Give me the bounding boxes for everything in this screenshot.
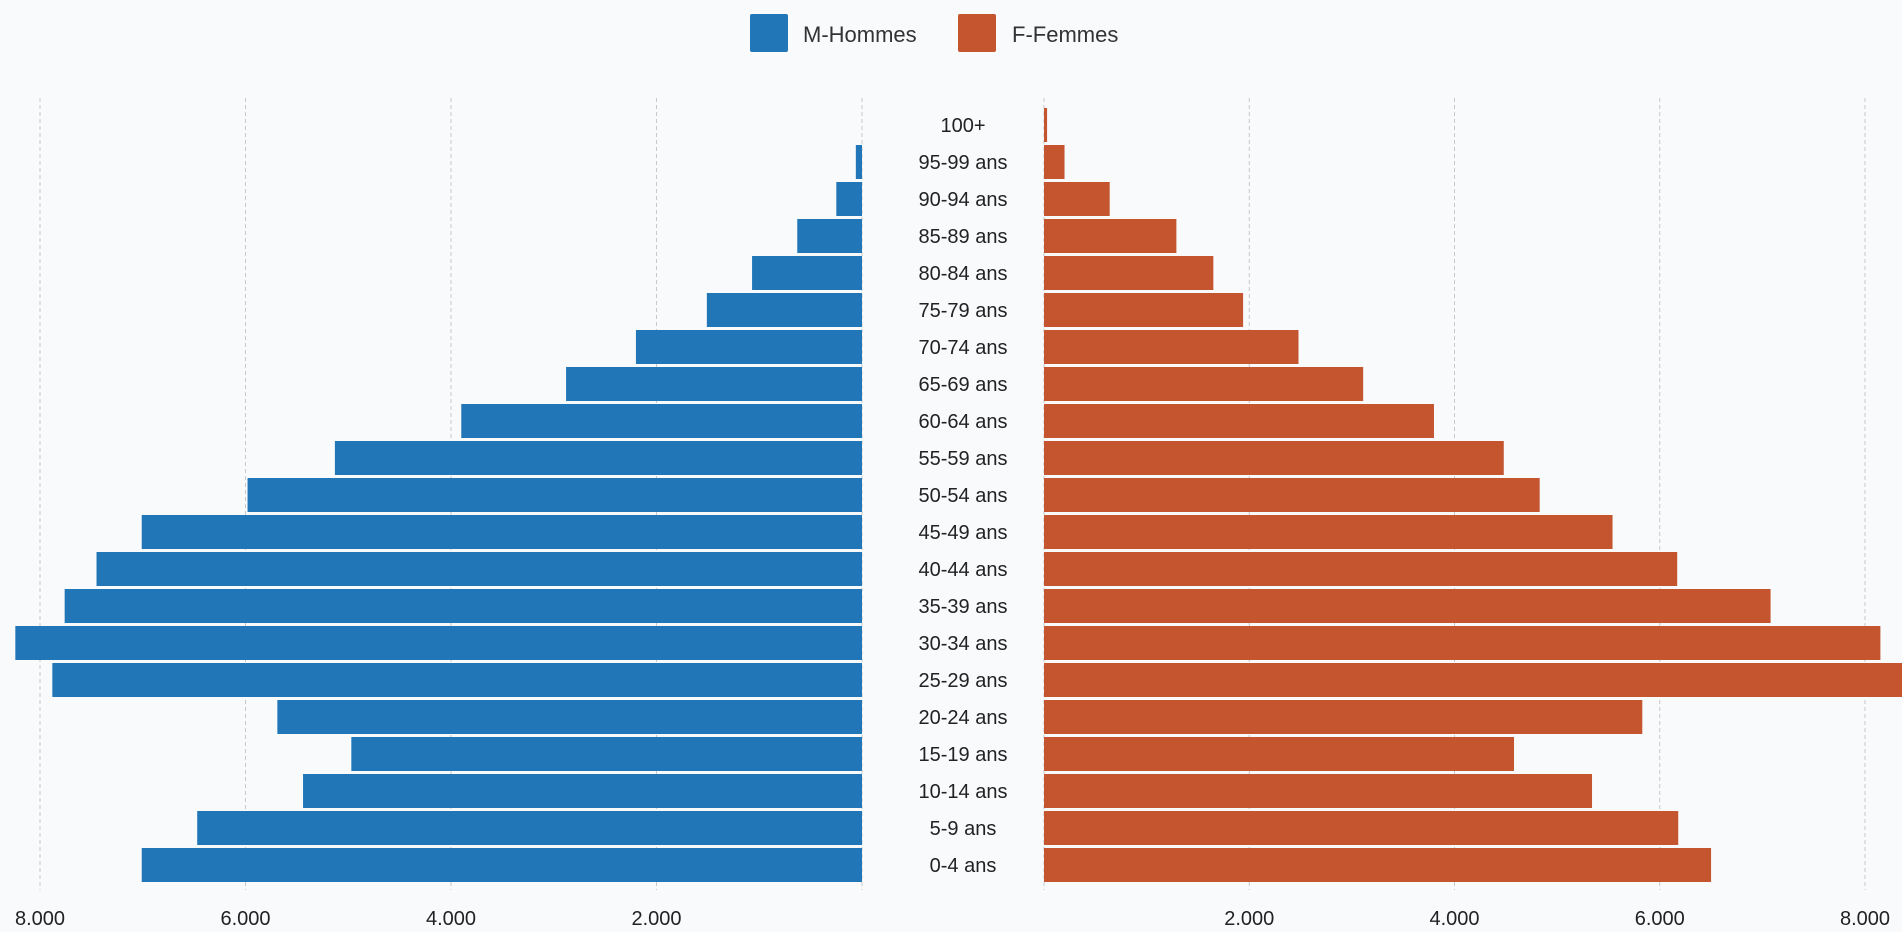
bar-men-5[interactable] xyxy=(706,293,862,327)
age-label-10: 50-54 ans xyxy=(919,485,1008,507)
bar-women-20[interactable] xyxy=(1044,848,1712,882)
bar-men-9[interactable] xyxy=(334,441,863,475)
bar-women-1[interactable] xyxy=(1044,145,1065,179)
legend-swatch-women xyxy=(958,14,996,52)
bar-men-3[interactable] xyxy=(797,219,862,253)
bar-women-7[interactable] xyxy=(1044,367,1364,401)
bar-men-4[interactable] xyxy=(752,256,862,290)
age-label-0: 100+ xyxy=(940,115,985,137)
bar-women-15[interactable] xyxy=(1044,663,1902,697)
x-tick-right-1: 4.000 xyxy=(1429,908,1479,930)
legend-label-women: F-Femmes xyxy=(1012,22,1118,47)
bar-men-2[interactable] xyxy=(836,182,862,216)
age-label-17: 15-19 ans xyxy=(919,744,1008,766)
age-label-11: 45-49 ans xyxy=(919,522,1008,544)
bar-men-15[interactable] xyxy=(52,663,862,697)
bar-women-6[interactable] xyxy=(1044,330,1299,364)
bar-women-16[interactable] xyxy=(1044,700,1643,734)
bar-women-4[interactable] xyxy=(1044,256,1214,290)
bar-women-5[interactable] xyxy=(1044,293,1244,327)
bar-women-13[interactable] xyxy=(1044,589,1771,623)
x-axis-ticks-right: 2.000 4.000 6.000 8.000 xyxy=(1224,908,1890,930)
bar-women-9[interactable] xyxy=(1044,441,1504,475)
bar-women-10[interactable] xyxy=(1044,478,1540,512)
x-axis-ticks-left: 8.000 6.000 4.000 2.000 xyxy=(15,908,682,930)
age-label-12: 40-44 ans xyxy=(919,559,1008,581)
bar-women-18[interactable] xyxy=(1044,774,1593,808)
age-label-14: 30-34 ans xyxy=(919,633,1008,655)
bar-men-14[interactable] xyxy=(15,626,862,660)
age-label-1: 95-99 ans xyxy=(919,152,1008,174)
age-label-3: 85-89 ans xyxy=(919,226,1008,248)
x-tick-right-2: 6.000 xyxy=(1635,908,1685,930)
bars-men xyxy=(15,145,863,882)
bar-women-8[interactable] xyxy=(1044,404,1434,438)
bar-women-14[interactable] xyxy=(1044,626,1881,660)
legend-swatch-men xyxy=(750,14,788,52)
age-label-9: 55-59 ans xyxy=(919,448,1008,470)
x-tick-right-0: 2.000 xyxy=(1224,908,1274,930)
bar-women-12[interactable] xyxy=(1044,552,1678,586)
bar-men-16[interactable] xyxy=(277,700,862,734)
age-label-18: 10-14 ans xyxy=(919,781,1008,803)
legend-item-men[interactable]: M-Hommes xyxy=(750,14,917,52)
x-tick-left-2: 4.000 xyxy=(426,908,476,930)
legend-item-women[interactable]: F-Femmes xyxy=(958,14,1118,52)
bar-men-10[interactable] xyxy=(247,478,862,512)
age-label-16: 20-24 ans xyxy=(919,707,1008,729)
bar-women-11[interactable] xyxy=(1044,515,1613,549)
bar-women-19[interactable] xyxy=(1044,811,1679,845)
legend: M-Hommes F-Femmes xyxy=(750,14,1118,52)
bar-men-19[interactable] xyxy=(197,811,862,845)
age-label-15: 25-29 ans xyxy=(919,670,1008,692)
x-tick-left-3: 2.000 xyxy=(631,908,681,930)
age-label-13: 35-39 ans xyxy=(919,596,1008,618)
age-labels: 100+ 95-99 ans 90-94 ans 85-89 ans 80-84 ans… xyxy=(919,115,1008,877)
bar-men-13[interactable] xyxy=(64,589,862,623)
bar-women-2[interactable] xyxy=(1044,182,1110,216)
age-label-4: 80-84 ans xyxy=(919,263,1008,285)
age-label-8: 60-64 ans xyxy=(919,411,1008,433)
age-label-2: 90-94 ans xyxy=(919,189,1008,211)
bar-men-12[interactable] xyxy=(96,552,862,586)
bar-women-3[interactable] xyxy=(1044,219,1177,253)
legend-label-men: M-Hommes xyxy=(803,22,917,47)
bars-women xyxy=(1044,108,1902,882)
bar-men-20[interactable] xyxy=(141,848,862,882)
bar-men-18[interactable] xyxy=(303,774,862,808)
bar-women-17[interactable] xyxy=(1044,737,1515,771)
bar-men-11[interactable] xyxy=(141,515,862,549)
x-tick-left-0: 8.000 xyxy=(15,908,65,930)
bar-men-1[interactable] xyxy=(855,145,862,179)
bar-women-0[interactable] xyxy=(1044,108,1048,142)
age-label-6: 70-74 ans xyxy=(919,337,1008,359)
bar-men-17[interactable] xyxy=(351,737,862,771)
age-label-20: 0-4 ans xyxy=(930,855,997,877)
age-label-5: 75-79 ans xyxy=(919,300,1008,322)
bar-men-6[interactable] xyxy=(635,330,862,364)
age-label-7: 65-69 ans xyxy=(919,374,1008,396)
bar-men-8[interactable] xyxy=(461,404,862,438)
age-label-19: 5-9 ans xyxy=(930,818,997,840)
x-tick-right-3: 8.000 xyxy=(1840,908,1890,930)
bar-men-7[interactable] xyxy=(566,367,862,401)
x-tick-left-1: 6.000 xyxy=(220,908,270,930)
